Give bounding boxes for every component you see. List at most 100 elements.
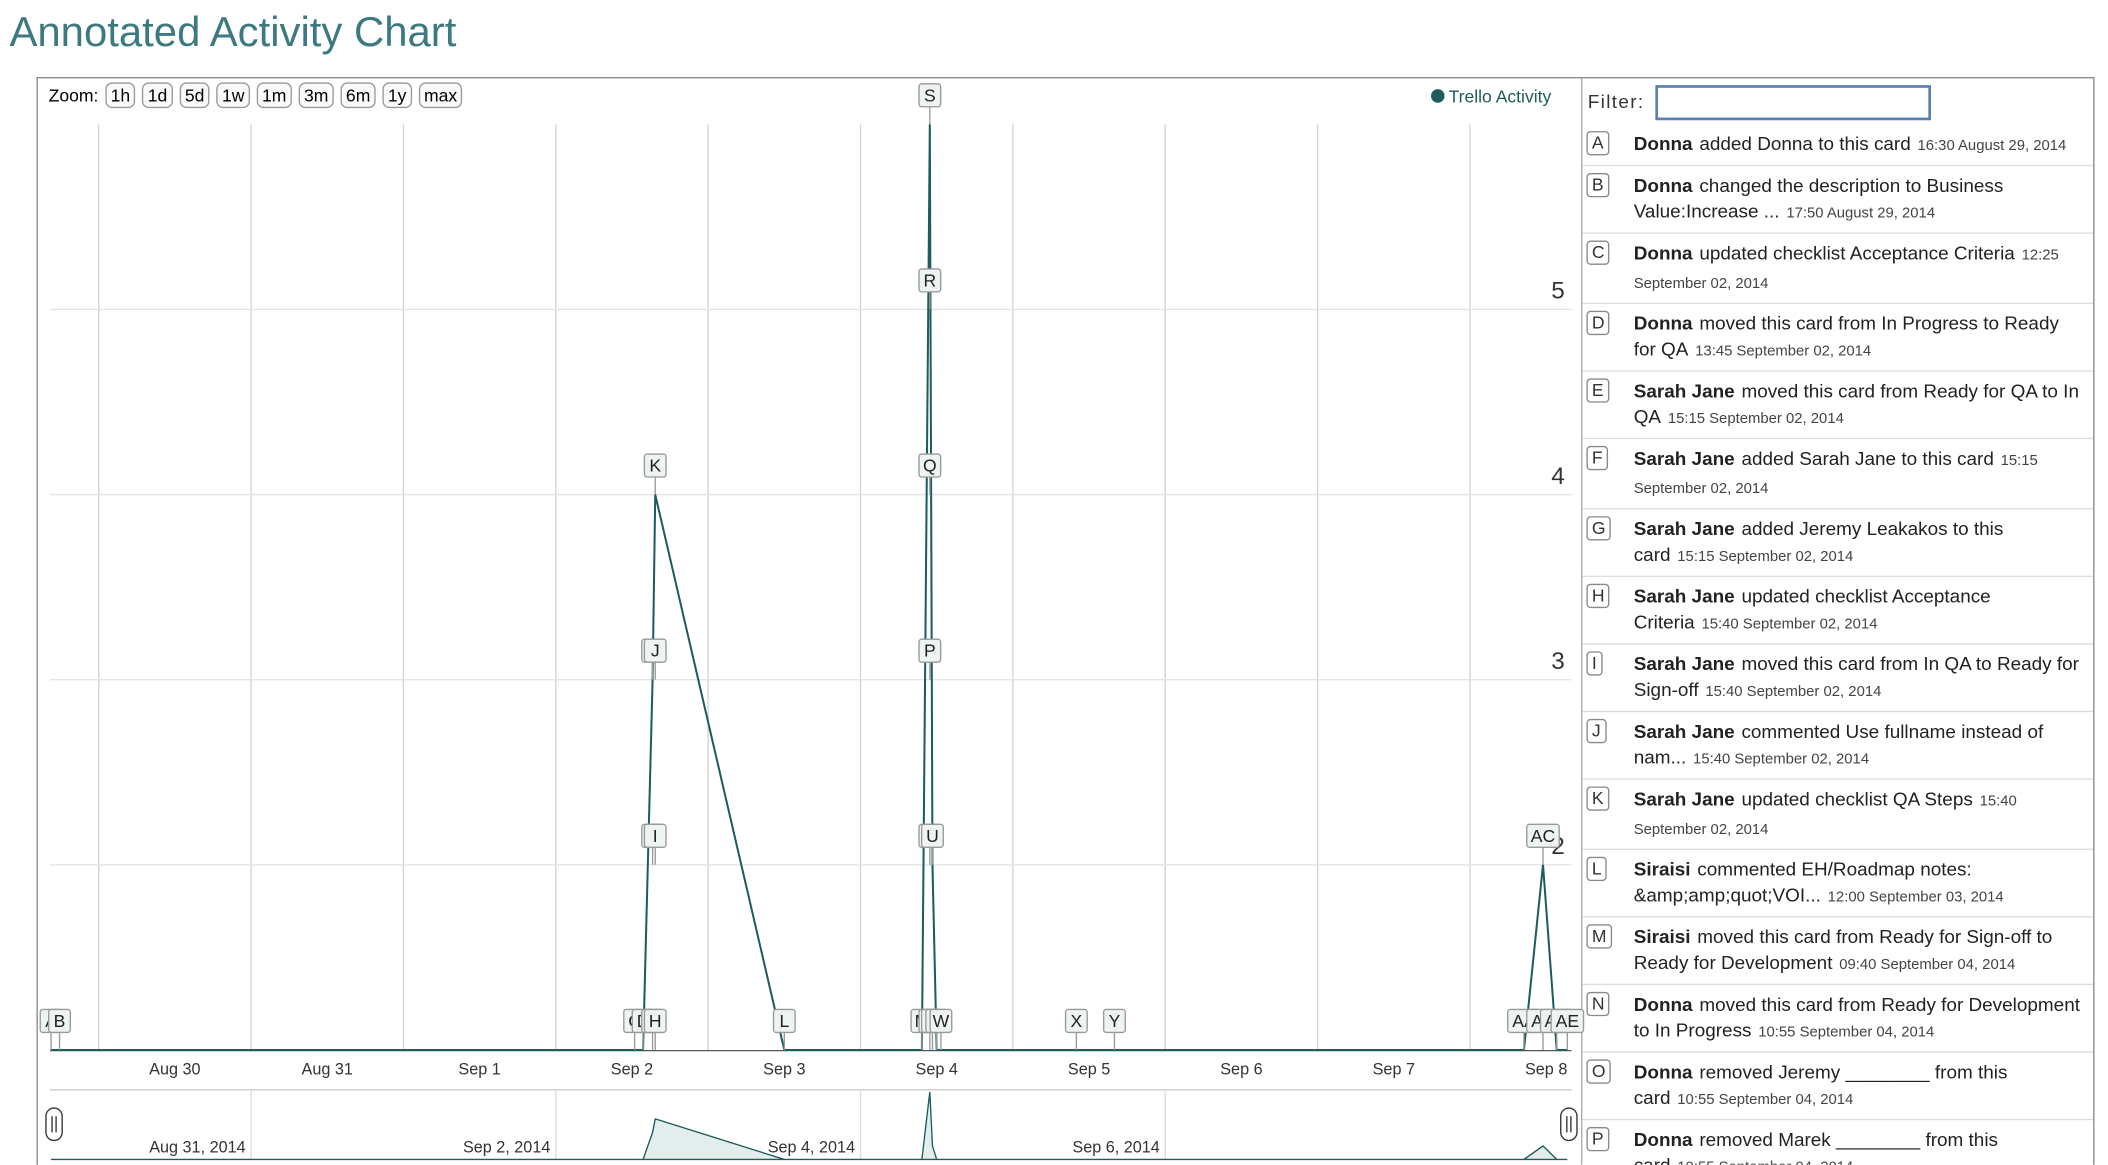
x-tick-label: Aug 30 (149, 1060, 200, 1078)
annotation-flag-letter: AC (1531, 826, 1555, 846)
annotation-item[interactable]: K Sarah Jane updated checklist QA Steps 15:… (1582, 780, 2094, 850)
range-handle[interactable] (45, 1107, 63, 1142)
annotation-user: Donna (1633, 993, 1693, 1015)
annotation-item[interactable]: I Sarah Jane moved this card from In QA to… (1582, 645, 2094, 713)
annotation-date: 15:40 September 02, 2014 (1633, 793, 2017, 838)
annotation-item[interactable]: O Donna removed Jeremy ________ from this … (1582, 1053, 2094, 1121)
annotation-item[interactable]: B Donna changed the description to Busines… (1582, 166, 2094, 234)
zoom-button[interactable]: 1y (382, 82, 412, 109)
filter-input[interactable] (1655, 85, 1932, 121)
annotation-user: Donna (1633, 1128, 1693, 1150)
annotation-letter: A (1586, 131, 1609, 156)
annotation-text: removed Marek ________ from this card (1634, 1128, 1998, 1164)
zoom-button[interactable]: 3m (298, 82, 334, 109)
annotation-item[interactable]: E Sarah Jane moved this card from Ready fo… (1582, 372, 2094, 440)
annotation-date: 10:55 September 04, 2014 (1677, 1159, 1853, 1164)
annotation-flag[interactable]: I (643, 823, 667, 848)
annotation-panel: Filter: A Donna added Donna to this card 16… (1582, 78, 2094, 1165)
annotation-flag-letter: AE (1556, 1011, 1579, 1031)
annotation-item[interactable]: J Sarah Jane commented Use fullname instea… (1582, 712, 2094, 780)
annotation-date: 12:00 September 03, 2014 (1827, 889, 2004, 906)
annotation-flag[interactable]: AC (1526, 823, 1560, 848)
annotation-date: 15:40 September 02, 2014 (1701, 616, 1878, 633)
annotation-flag[interactable]: J (643, 638, 667, 663)
chart-frame (36, 77, 2095, 1165)
annotation-flag-box (1064, 1008, 1088, 1034)
annotation-letter: K (1586, 786, 1609, 811)
annotation-text: moved this card from In Progress to Read… (1633, 312, 2059, 360)
annotation-item[interactable]: D Donna moved this card from In Progress t… (1582, 304, 2094, 372)
y-tick-label: 5 (1551, 278, 1565, 305)
overview-tick-label: Sep 6, 2014 (1072, 1139, 1159, 1157)
overview-tick-label: Aug 31, 2014 (149, 1139, 245, 1157)
annotation-flag-box (1526, 823, 1560, 848)
annotation-date: 15:15 September 02, 2014 (1667, 410, 1844, 428)
annotation-user: Donna (1633, 174, 1693, 196)
annotation-flag[interactable]: R (918, 268, 942, 293)
annotation-flag-box (643, 638, 667, 663)
annotation-flag[interactable]: S (918, 83, 942, 108)
annotation-text: removed Jeremy ________ from this card (1633, 1060, 2008, 1109)
annotation-flag[interactable]: U (920, 823, 944, 848)
zoom-button[interactable]: 1d (142, 82, 173, 109)
annotation-text: added Donna to this card (1699, 132, 1911, 155)
annotation-flag-letter: W (933, 1011, 950, 1031)
x-tick-label: Sep 4 (916, 1060, 958, 1078)
annotation-text: moved this card from Ready for QA to In … (1633, 379, 2079, 428)
annotation-date: 09:40 September 04, 2014 (1839, 956, 2016, 973)
zoom-button[interactable]: 1m (256, 82, 292, 109)
annotation-flag-box (48, 1008, 72, 1034)
annotation-list: A Donna added Donna to this card 16:30 Augu… (1582, 124, 2094, 1165)
annotation-date: 10:55 September 04, 2014 (1677, 1091, 1854, 1109)
annotation-text: commented EH/Roadmap notes: &amp;amp;quo… (1633, 858, 1972, 906)
annotation-user: Sarah Jane (1633, 652, 1735, 675)
x-tick-label: Sep 3 (763, 1060, 805, 1078)
annotation-flag[interactable]: AE (1550, 1008, 1585, 1034)
annotation-text: added Sarah Jane to this card (1741, 447, 1994, 469)
annotation-flag[interactable]: K (643, 453, 667, 478)
overview-area (51, 1091, 1568, 1161)
annotation-flag[interactable]: X (1064, 1008, 1088, 1034)
annotation-flag[interactable]: H (643, 1008, 667, 1034)
annotation-item[interactable]: A Donna added Donna to this card 16:30 Augu… (1582, 124, 2094, 167)
zoom-button[interactable]: 1h (105, 82, 136, 109)
annotation-flag-letter: X (1071, 1011, 1083, 1031)
annotation-flag[interactable]: L (772, 1008, 796, 1034)
annotation-user: Sarah Jane (1633, 720, 1735, 742)
annotation-user: Sarah Jane (1633, 787, 1735, 810)
annotation-flag[interactable]: Y (1102, 1008, 1126, 1034)
annotation-flag-letter: B (54, 1011, 66, 1031)
annotation-flag[interactable]: P (918, 638, 942, 663)
annotation-flag-letter: H (649, 1011, 662, 1031)
x-tick-label: Aug 31 (302, 1060, 353, 1078)
annotation-item[interactable]: F Sarah Jane added Sarah Jane to this card… (1582, 439, 2094, 510)
annotation-flag[interactable]: W (929, 1008, 953, 1034)
annotation-flag-letter: I (653, 826, 658, 846)
x-tick-label: Sep 7 (1373, 1060, 1415, 1078)
zoom-button[interactable]: 5d (179, 82, 210, 109)
annotation-flag[interactable]: Q (918, 453, 942, 478)
annotation-item[interactable]: M Siraisi moved this card from Ready for S… (1582, 918, 2094, 986)
annotation-flag[interactable]: B (48, 1008, 72, 1034)
annotation-user: Sarah Jane (1633, 447, 1735, 469)
x-tick-label: Sep 8 (1525, 1060, 1567, 1078)
series-line (51, 124, 1568, 1051)
zoom-button[interactable]: max (418, 82, 463, 109)
zoom-button[interactable]: 1w (216, 82, 250, 109)
annotation-text: updated checklist Acceptance Criteria (1633, 585, 1991, 633)
annotation-text: changed the description to Business Valu… (1633, 174, 2004, 222)
annotation-item[interactable]: H Sarah Jane updated checklist Acceptance … (1582, 577, 2094, 645)
range-handle[interactable] (1560, 1107, 1578, 1142)
annotation-flag-box (918, 638, 942, 663)
annotation-item[interactable]: G Sarah Jane added Jeremy Leakakos to this… (1582, 509, 2094, 578)
annotation-letter: C (1586, 240, 1610, 265)
annotation-item[interactable]: N Donna moved this card from Ready for Dev… (1582, 985, 2094, 1053)
annotation-text: added Jeremy Leakakos to this card (1633, 517, 2004, 565)
zoom-button[interactable]: 6m (340, 82, 376, 109)
annotation-text: moved this card from Ready for Developme… (1633, 993, 2080, 1041)
annotation-item[interactable]: L Siraisi commented EH/Roadmap notes: &amp… (1582, 850, 2094, 918)
annotation-flag-letter: J (651, 641, 660, 661)
annotation-letter: D (1586, 310, 1610, 336)
annotation-item[interactable]: C Donna updated checklist Acceptance Crite… (1582, 234, 2094, 305)
